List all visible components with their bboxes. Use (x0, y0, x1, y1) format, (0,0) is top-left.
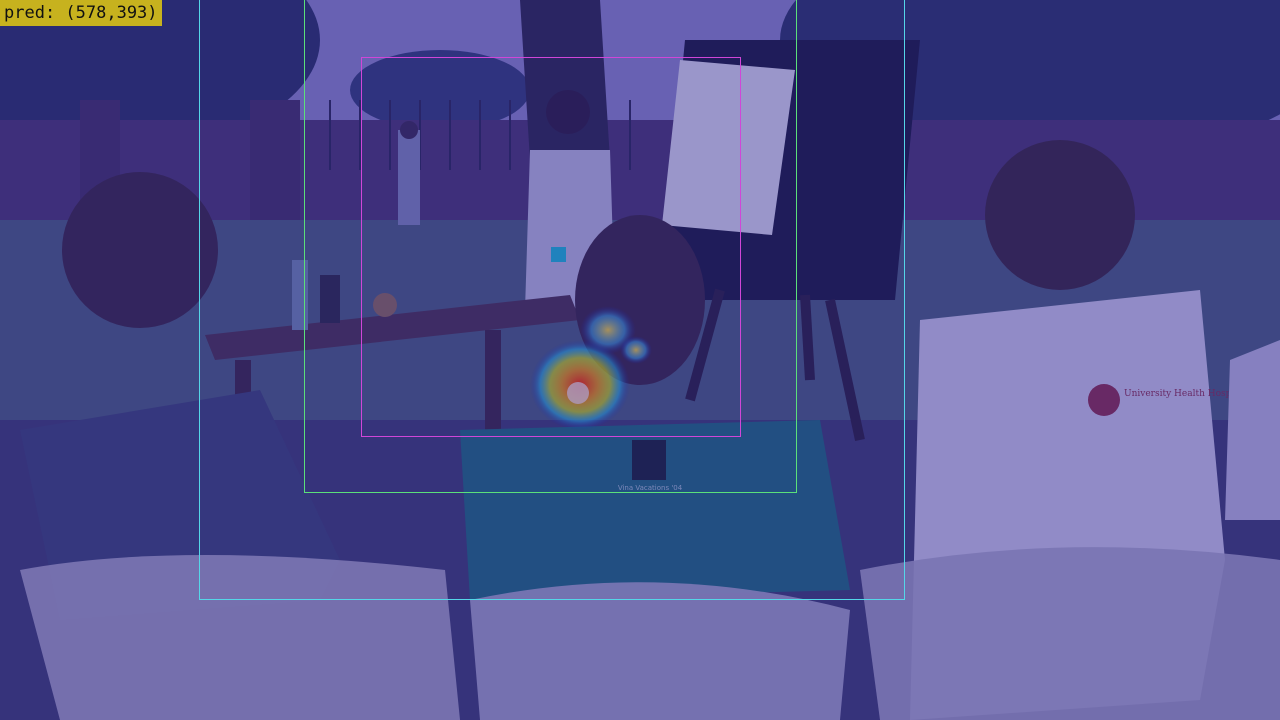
attention-heatmap-tertiary (620, 336, 652, 364)
person-right-head (985, 140, 1135, 290)
table-leg (485, 330, 501, 430)
prediction-label: pred: (578,393) (0, 0, 162, 26)
bottle (292, 260, 308, 330)
flipchart-paper (662, 60, 795, 235)
person-left-head (62, 172, 218, 328)
shirt-print-text: Vina Vacations '04 (618, 484, 683, 492)
fruit (373, 293, 397, 317)
gaze-target-marker (551, 247, 566, 262)
prediction-point (567, 382, 589, 404)
chair-right (860, 547, 1280, 720)
tree-canopy-center (350, 50, 530, 130)
presenter-head (546, 90, 590, 134)
wall-pillar-mid (250, 100, 300, 240)
jar (320, 275, 340, 323)
background-person (398, 130, 420, 225)
shirt-print-logo (632, 440, 666, 480)
person-far-right (1225, 340, 1280, 520)
shirt-logo-emblem (1088, 384, 1120, 416)
chair-left (20, 555, 460, 720)
chair-center (470, 582, 850, 720)
